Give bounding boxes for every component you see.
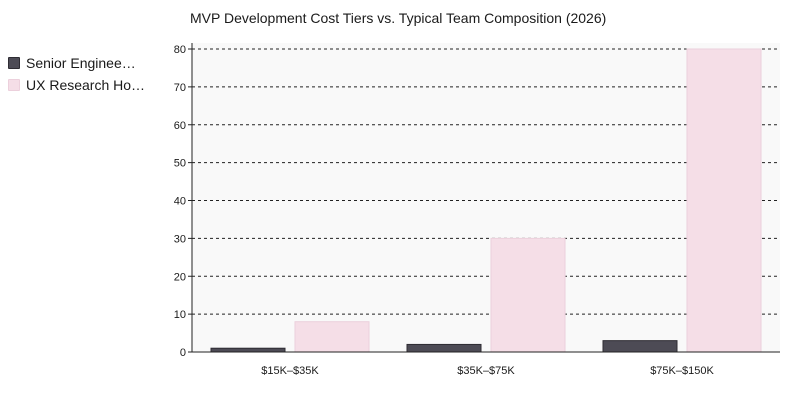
plot-background	[192, 43, 780, 352]
y-tick-label: 80	[174, 44, 186, 56]
bar-ux-research	[294, 321, 370, 353]
x-tick-label: $75K–$150K	[650, 365, 714, 377]
y-tick-label: 0	[180, 347, 186, 359]
bar-ux-research	[686, 48, 762, 353]
legend-item-ux-research: UX Research Ho…	[8, 74, 145, 96]
chart-title: MVP Development Cost Tiers vs. Typical T…	[190, 10, 607, 26]
legend-swatch-senior-engineers	[8, 57, 20, 69]
y-tick-label: 50	[174, 158, 186, 170]
legend: Senior Enginee… UX Research Ho…	[8, 52, 145, 96]
bar-ux-research	[490, 237, 566, 353]
x-tick-label: $15K–$35K	[261, 365, 319, 377]
bar-senior-engineers	[406, 343, 482, 353]
bar-senior-engineers	[602, 340, 678, 353]
y-tick-label: 30	[174, 233, 186, 245]
y-tick-label: 60	[174, 120, 186, 132]
y-tick-label: 20	[174, 271, 186, 283]
legend-item-senior-engineers: Senior Enginee…	[8, 52, 145, 74]
legend-swatch-ux-research	[8, 79, 20, 91]
bar-senior-engineers	[210, 347, 286, 353]
y-tick-label: 70	[174, 82, 186, 94]
y-tick-label: 10	[174, 309, 186, 321]
x-tick-label: $35K–$75K	[457, 365, 515, 377]
y-tick-label: 40	[174, 196, 186, 208]
